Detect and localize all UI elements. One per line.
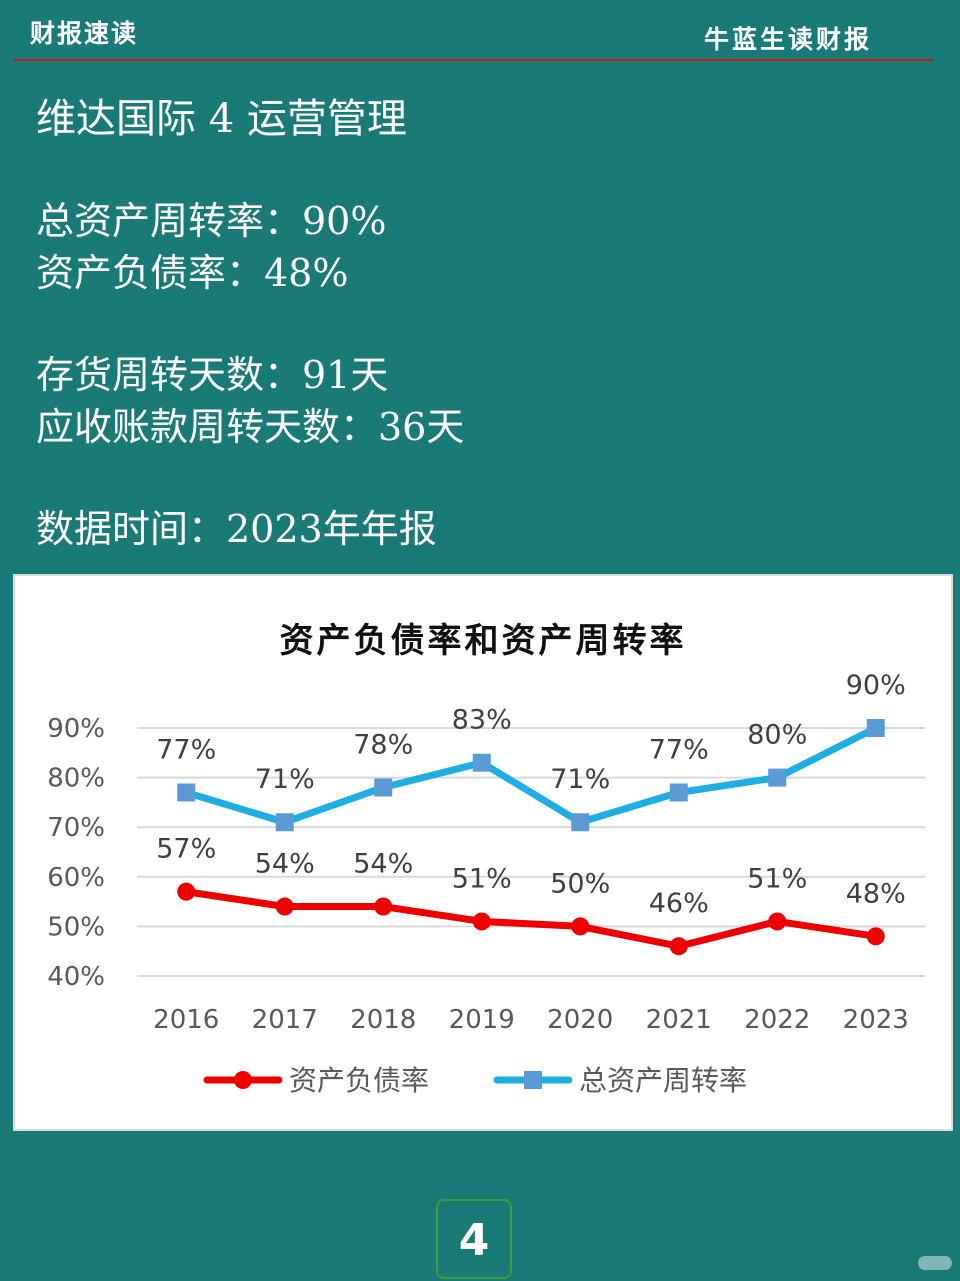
chart-title: 资产负债率和资产周转率 xyxy=(280,621,687,661)
data-point xyxy=(866,719,885,737)
series-line xyxy=(182,724,880,826)
metric-asset-turnover: 总资产周转率：90% xyxy=(36,199,387,243)
data-label: 71% xyxy=(255,764,315,795)
y-tick-label: 40% xyxy=(47,962,105,992)
data-point xyxy=(571,813,590,832)
data-label: 46% xyxy=(649,888,709,919)
data-point xyxy=(275,813,294,832)
legend-marker xyxy=(524,1071,542,1089)
data-point xyxy=(472,753,491,772)
data-label: 51% xyxy=(747,863,807,894)
data-label: 78% xyxy=(353,730,413,761)
data-point xyxy=(374,897,393,916)
data-label: 57% xyxy=(156,834,216,865)
header-rule xyxy=(14,59,934,61)
chart-panel: 资产负债率和资产周转率 40% 50% 60% 70% 80% 90% 2016 2017 201… xyxy=(13,574,953,1131)
series-line xyxy=(182,888,880,950)
data-label: 90% xyxy=(846,670,906,701)
data-point xyxy=(866,927,885,946)
x-tick-label: 2017 xyxy=(252,1005,318,1035)
data-label: 54% xyxy=(353,849,413,880)
data-label: 51% xyxy=(452,863,512,894)
x-tick-label: 2022 xyxy=(744,1005,810,1035)
page-title: 维达国际 4 运营管理 xyxy=(36,96,407,142)
metric-inventory-days: 存货周转天数：91天 xyxy=(36,353,389,397)
x-tick-label: 2016 xyxy=(153,1005,219,1035)
header-right: 牛蓝生读财报 xyxy=(703,25,872,54)
data-point xyxy=(669,937,688,956)
x-tick-label: 2018 xyxy=(350,1005,416,1035)
watermark xyxy=(918,1256,952,1270)
header-left: 财报速读 xyxy=(30,19,139,48)
metric-data-time: 数据时间：2023年年报 xyxy=(36,507,437,551)
y-tick-label: 50% xyxy=(47,912,105,942)
data-label: 54% xyxy=(255,849,315,880)
y-tick-label: 90% xyxy=(47,714,105,744)
data-point xyxy=(275,897,294,916)
data-label: 50% xyxy=(550,868,610,899)
x-tick-label: 2019 xyxy=(449,1005,515,1035)
data-label: 77% xyxy=(156,734,216,765)
y-tick-label: 70% xyxy=(47,813,105,843)
data-label: 77% xyxy=(649,734,709,765)
x-tick-label: 2023 xyxy=(843,1005,909,1035)
data-point xyxy=(768,768,787,787)
metric-debt-ratio: 资产负债率：48% xyxy=(36,251,349,295)
data-label: 48% xyxy=(846,878,906,909)
x-tick-label: 2021 xyxy=(646,1005,712,1035)
page-number: 4 xyxy=(436,1199,512,1279)
y-tick-label: 60% xyxy=(47,863,105,893)
data-point xyxy=(571,917,590,936)
y-tick-label: 80% xyxy=(47,764,105,794)
data-label: 83% xyxy=(452,705,512,736)
data-label: 80% xyxy=(747,720,807,751)
data-point xyxy=(374,778,393,797)
line-chart: 资产负债率和资产周转率 40% 50% 60% 70% 80% 90% 2016 2017 201… xyxy=(47,621,925,1097)
data-point xyxy=(177,882,196,901)
x-tick-label: 2020 xyxy=(547,1005,613,1035)
data-point xyxy=(669,783,688,802)
data-point xyxy=(177,783,196,802)
metric-receivable-days: 应收账款周转天数：36天 xyxy=(36,405,465,449)
data-label: 71% xyxy=(550,764,610,795)
data-point xyxy=(768,912,787,931)
legend-label: 总资产周转率 xyxy=(579,1064,747,1097)
data-point xyxy=(472,912,491,931)
legend-label: 资产负债率 xyxy=(289,1064,429,1097)
legend-marker xyxy=(234,1071,252,1089)
